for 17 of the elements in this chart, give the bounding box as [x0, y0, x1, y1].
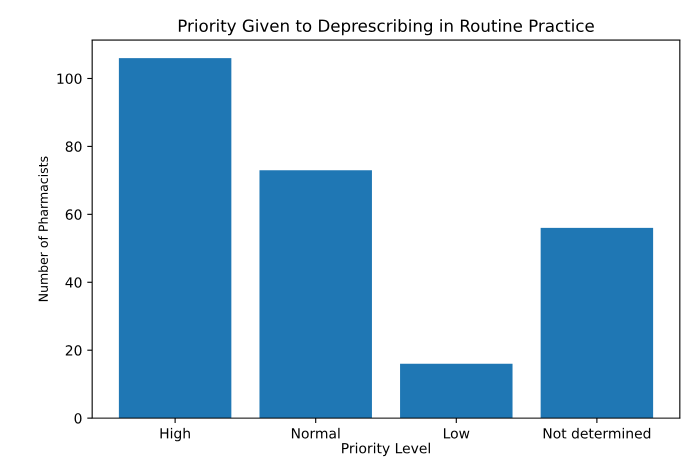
bar: [118, 58, 232, 418]
y-tick-label: 40: [65, 277, 82, 288]
y-tick-label: 0: [74, 413, 82, 424]
bar: [400, 364, 513, 418]
bar: [540, 228, 654, 418]
y-tick-label: 100: [57, 73, 82, 84]
y-tick-label: 60: [66, 209, 82, 220]
chart-title: Priority Given to Deprescribing in Routine Practice: [178, 19, 594, 36]
x-tick-label: Normal: [292, 428, 340, 439]
x-tick-label: Low: [444, 428, 470, 439]
bar: [259, 170, 372, 418]
x-tick-label: Not determined: [544, 428, 650, 439]
y-tick-label: 20: [66, 345, 82, 356]
y-axis-title: Number of Pharmacists: [38, 156, 48, 302]
x-axis-title: Priority Level: [342, 442, 430, 456]
x-tick-label: High: [160, 428, 190, 442]
y-tick-label: 80: [66, 141, 82, 152]
